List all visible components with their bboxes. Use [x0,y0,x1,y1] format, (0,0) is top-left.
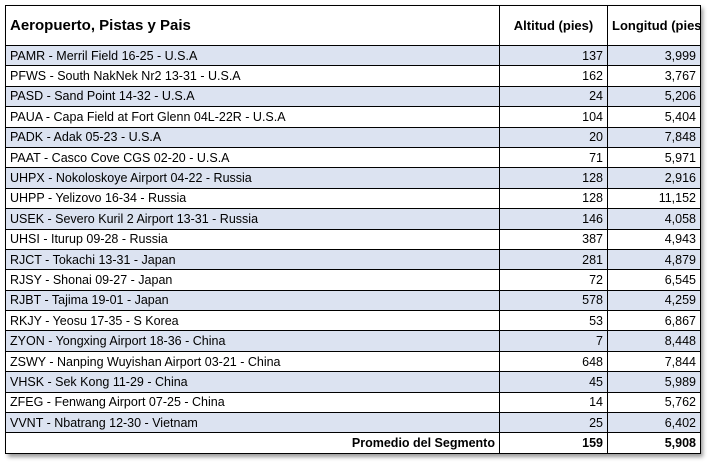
table-row: RJCT - Tokachi 13-31 - Japan 281 4,879 [5,248,701,271]
value-cell: 162 [499,65,608,87]
value-cell: 2,916 [607,167,701,189]
airport-cell: VHSK - Sek Kong 11-29 - China [5,371,500,393]
value-cell: 11,152 [607,187,701,210]
footer-label: Promedio del Segmento [5,432,500,455]
airport-cell: PASD - Sand Point 14-32 - U.S.A [5,85,500,108]
value-cell: 128 [499,167,608,189]
value-cell: 281 [499,248,608,271]
value-cell: 72 [499,269,608,291]
airport-cell: UHPP - Yelizovo 16-34 - Russia [5,187,500,210]
table-frame: Aeropuerto, Pistas y Pais Altitud (pies)… [5,5,701,455]
value-cell: 578 [499,289,608,312]
value-cell: 146 [499,208,608,230]
value-cell: 4,943 [607,228,701,250]
table-row: VVNT - Nbatrang 12-30 - Vietnam 25 6,402 [5,412,701,434]
airport-cell: USEK - Severo Kuril 2 Airport 13-31 - Ru… [5,208,500,230]
value-cell: 5,762 [607,391,701,414]
airport-cell: UHPX - Nokoloskoye Airport 04-22 - Russi… [5,167,500,189]
airport-cell: ZYON - Yongxing Airport 18-36 - China [5,330,500,352]
value-cell: 387 [499,228,608,250]
table-row: USEK - Severo Kuril 2 Airport 13-31 - Ru… [5,208,701,230]
table-row: PAMR - Merril Field 16-25 - U.S.A 137 3,99… [5,44,701,67]
value-cell: 24 [499,85,608,108]
value-cell: 4,879 [607,248,701,271]
airport-cell: ZSWY - Nanping Wuyishan Airport 03-21 - … [5,350,500,373]
value-cell: 4,259 [607,289,701,312]
airport-cell: PAMR - Merril Field 16-25 - U.S.A [5,44,500,67]
header-cell: Altitud (pies) [499,5,608,46]
value-cell: 648 [499,350,608,373]
value-cell: 7,848 [607,126,701,148]
airport-cell: UHSI - Iturup 09-28 - Russia [5,228,500,250]
airport-cell: PAAT - Casco Cove CGS 02-20 - U.S.A [5,146,500,169]
table-row: PAUA - Capa Field at Fort Glenn 04L-22R … [5,106,701,128]
airport-cell: PFWS - South NakNek Nr2 13-31 - U.S.A [5,65,500,87]
value-cell: 7,844 [607,350,701,373]
table-row: RKJY - Yeosu 17-35 - S Korea 53 6,867 [5,310,701,332]
value-cell: 3,767 [607,65,701,87]
header-cell: Aeropuerto, Pistas y Pais [5,5,500,46]
table-row: RJBT - Tajima 19-01 - Japan 578 4,259 [5,289,701,312]
value-cell: 20 [499,126,608,148]
airport-cell: RJCT - Tokachi 13-31 - Japan [5,248,500,271]
value-cell: 104 [499,106,608,128]
table-row: UHPP - Yelizovo 16-34 - Russia 128 11,152 [5,187,701,210]
table-row: ZYON - Yongxing Airport 18-36 - China 7 8,… [5,330,701,352]
airport-cell: RKJY - Yeosu 17-35 - S Korea [5,310,500,332]
value-cell: 5,404 [607,106,701,128]
table-row: ZFEG - Fenwang Airport 07-25 - China 14 5,… [5,391,701,414]
footer-value: 5,908 [607,432,701,455]
airport-cell: RJBT - Tajima 19-01 - Japan [5,289,500,312]
value-cell: 71 [499,146,608,169]
value-cell: 7 [499,330,608,352]
value-cell: 8,448 [607,330,701,352]
table-row: PAAT - Casco Cove CGS 02-20 - U.S.A 71 5,9… [5,146,701,169]
table: Aeropuerto, Pistas y Pais Altitud (pies)… [5,5,701,455]
value-cell: 6,545 [607,269,701,291]
airport-cell: PADK - Adak 05-23 - U.S.A [5,126,500,148]
value-cell: 3,999 [607,44,701,67]
table-row: PADK - Adak 05-23 - U.S.A 20 7,848 [5,126,701,148]
value-cell: 128 [499,187,608,210]
table-row: ZSWY - Nanping Wuyishan Airport 03-21 - … [5,350,701,373]
value-cell: 6,867 [607,310,701,332]
value-cell: 5,206 [607,85,701,108]
value-cell: 25 [499,412,608,434]
header-cell: Longitud (pies) [607,5,701,46]
airport-cell: ZFEG - Fenwang Airport 07-25 - China [5,391,500,414]
airport-cell: RJSY - Shonai 09-27 - Japan [5,269,500,291]
value-cell: 6,402 [607,412,701,434]
table-row: UHSI - Iturup 09-28 - Russia 387 4,943 [5,228,701,250]
table-row: PASD - Sand Point 14-32 - U.S.A 24 5,206 [5,85,701,108]
table-body: PAMR - Merril Field 16-25 - U.S.A 137 3,99… [5,44,701,434]
value-cell: 53 [499,310,608,332]
value-cell: 4,058 [607,208,701,230]
header-row: Aeropuerto, Pistas y Pais Altitud (pies)… [5,5,701,46]
table-row: UHPX - Nokoloskoye Airport 04-22 - Russi… [5,167,701,189]
airport-cell: VVNT - Nbatrang 12-30 - Vietnam [5,412,500,434]
table-row: PFWS - South NakNek Nr2 13-31 - U.S.A 162… [5,65,701,87]
table-row: VHSK - Sek Kong 11-29 - China 45 5,989 [5,371,701,393]
value-cell: 5,971 [607,146,701,169]
airport-cell: PAUA - Capa Field at Fort Glenn 04L-22R … [5,106,500,128]
value-cell: 137 [499,44,608,67]
value-cell: 45 [499,371,608,393]
footer-row: Promedio del Segmento 159 5,908 [5,432,701,455]
footer-value: 159 [499,432,608,455]
table-row: RJSY - Shonai 09-27 - Japan 72 6,545 [5,269,701,291]
value-cell: 14 [499,391,608,414]
value-cell: 5,989 [607,371,701,393]
